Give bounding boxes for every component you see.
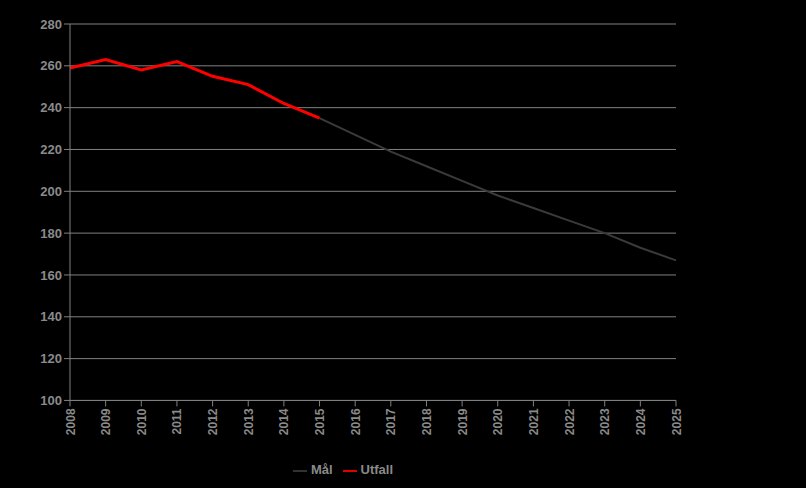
svg-text:2020: 2020 bbox=[491, 408, 505, 435]
svg-text:2019: 2019 bbox=[456, 408, 470, 435]
svg-text:2009: 2009 bbox=[99, 408, 113, 435]
svg-text:2025: 2025 bbox=[670, 408, 684, 435]
svg-text:2024: 2024 bbox=[634, 408, 648, 435]
svg-text:180: 180 bbox=[40, 226, 62, 241]
html-text:Mål: Mål bbox=[310, 462, 333, 478]
svg-text:2012: 2012 bbox=[206, 408, 220, 435]
svg-text:2017: 2017 bbox=[384, 408, 398, 435]
svg-text:2023: 2023 bbox=[598, 408, 612, 435]
svg-text:2008: 2008 bbox=[64, 408, 78, 435]
svg-text:2021: 2021 bbox=[527, 408, 541, 435]
html-text:Utfall: Utfall bbox=[360, 462, 394, 478]
svg-text:2014: 2014 bbox=[277, 408, 291, 435]
svg-text:240: 240 bbox=[40, 100, 62, 115]
svg-text:2011: 2011 bbox=[170, 408, 184, 434]
svg-text:2022: 2022 bbox=[563, 408, 577, 435]
svg-text:2010: 2010 bbox=[135, 408, 149, 435]
svg-text:260: 260 bbox=[40, 58, 62, 73]
svg-text:100: 100 bbox=[40, 393, 62, 408]
svg-text:120: 120 bbox=[40, 351, 62, 366]
svg-text:2013: 2013 bbox=[242, 408, 256, 435]
svg-text:2018: 2018 bbox=[420, 408, 434, 435]
svg-text:220: 220 bbox=[40, 142, 62, 157]
svg-text:2015: 2015 bbox=[313, 408, 327, 435]
svg-text:140: 140 bbox=[40, 309, 62, 324]
svg-text:200: 200 bbox=[40, 184, 62, 199]
svg-text:280: 280 bbox=[40, 17, 62, 32]
svg-text:2016: 2016 bbox=[349, 408, 363, 435]
svg-text:160: 160 bbox=[40, 268, 62, 283]
